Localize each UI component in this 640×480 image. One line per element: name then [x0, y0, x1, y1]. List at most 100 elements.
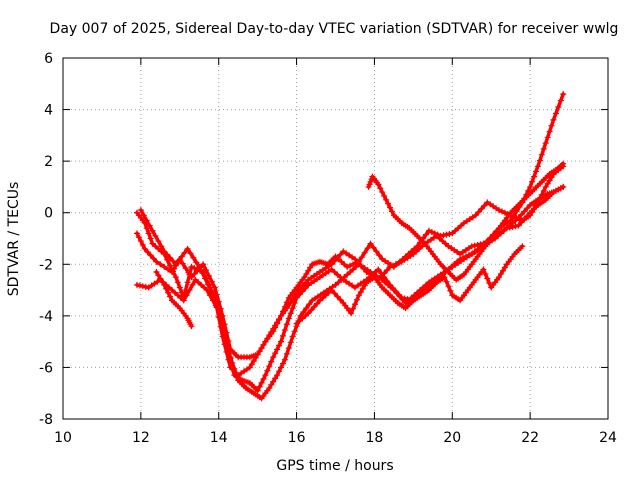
- data-point: [169, 258, 176, 265]
- data-point: [260, 341, 267, 348]
- data-point: [529, 178, 536, 185]
- data-point: [510, 212, 517, 219]
- data-point: [169, 268, 176, 275]
- data-point: [270, 354, 277, 361]
- data-point: [141, 245, 148, 252]
- data-point: [274, 346, 281, 353]
- data-point: [544, 180, 551, 187]
- data-point: [443, 278, 450, 285]
- data-point: [544, 134, 551, 141]
- data-point: [260, 376, 267, 383]
- series-trace: [139, 92, 565, 401]
- data-point: [337, 251, 344, 258]
- data-point: [264, 367, 271, 374]
- data-point: [358, 254, 365, 261]
- data-point: [560, 91, 567, 98]
- data-point: [552, 110, 559, 117]
- data-point: [328, 287, 335, 294]
- data-point: [246, 364, 253, 371]
- data-point: [289, 305, 296, 312]
- data-point: [299, 288, 306, 295]
- data-point: [200, 261, 207, 268]
- data-point: [193, 259, 200, 266]
- data-point: [285, 315, 292, 322]
- series-trace-3: [133, 183, 567, 394]
- y-tick-label: -4: [39, 309, 53, 325]
- data-point: [147, 252, 154, 259]
- data-point: [557, 97, 564, 104]
- data-point: [172, 261, 179, 268]
- data-point: [285, 345, 292, 352]
- data-point: [475, 209, 482, 216]
- data-point: [536, 157, 543, 164]
- data-point: [161, 248, 168, 255]
- data-point: [337, 296, 344, 303]
- data-point: [555, 103, 562, 110]
- data-point: [270, 328, 277, 335]
- data-point: [147, 235, 154, 242]
- data-point: [152, 232, 159, 239]
- data-point: [399, 296, 406, 303]
- data-point: [334, 254, 341, 261]
- data-point: [274, 320, 281, 327]
- data-point: [481, 202, 488, 209]
- data-point: [498, 208, 505, 215]
- grid-lines: [63, 58, 608, 419]
- data-point: [389, 262, 396, 269]
- data-point: [311, 303, 318, 310]
- data-point: [157, 261, 164, 268]
- data-point: [291, 299, 298, 306]
- data-point: [223, 337, 230, 344]
- data-point: [142, 283, 149, 290]
- data-point: [252, 354, 259, 361]
- data-point: [395, 259, 402, 266]
- data-point: [496, 207, 502, 214]
- data-point: [521, 208, 528, 215]
- data-point: [540, 187, 547, 194]
- data-point: [145, 230, 152, 237]
- data-point: [182, 265, 189, 272]
- data-point: [344, 263, 351, 270]
- data-point: [188, 323, 195, 330]
- data-point: [287, 310, 294, 317]
- data-point: [133, 230, 140, 237]
- data-point: [499, 267, 506, 274]
- data-point: [296, 291, 303, 298]
- data-point: [167, 254, 174, 261]
- data-point: [307, 264, 314, 271]
- data-point: [221, 328, 228, 335]
- data-point: [143, 217, 150, 224]
- data-point: [254, 351, 261, 358]
- data-point: [532, 168, 539, 175]
- data-point: [359, 285, 366, 292]
- data-point: [474, 241, 481, 248]
- data-point: [560, 183, 567, 190]
- y-tick-label: 2: [44, 154, 53, 170]
- series-trace-4: [137, 91, 567, 402]
- data-point: [351, 256, 358, 263]
- data-point: [250, 357, 257, 364]
- data-point: [276, 316, 283, 323]
- data-point: [482, 270, 489, 277]
- data-point: [149, 227, 156, 234]
- data-point: [262, 372, 269, 379]
- data-point: [210, 295, 217, 302]
- data-point: [272, 324, 279, 331]
- data-point: [542, 140, 549, 147]
- data-point: [268, 358, 275, 365]
- data-point: [159, 278, 166, 285]
- data-point: [472, 212, 479, 219]
- y-tick-label: -2: [39, 257, 53, 273]
- data-point: [189, 281, 196, 288]
- data-point: [158, 243, 165, 250]
- data-point: [443, 231, 450, 238]
- data-point: [357, 289, 364, 296]
- data-point: [381, 192, 388, 199]
- data-point: [384, 267, 391, 274]
- data-point: [205, 281, 212, 288]
- data-point: [527, 183, 534, 190]
- data-point: [133, 281, 140, 288]
- data-point: [305, 310, 312, 317]
- data-point: [367, 240, 374, 247]
